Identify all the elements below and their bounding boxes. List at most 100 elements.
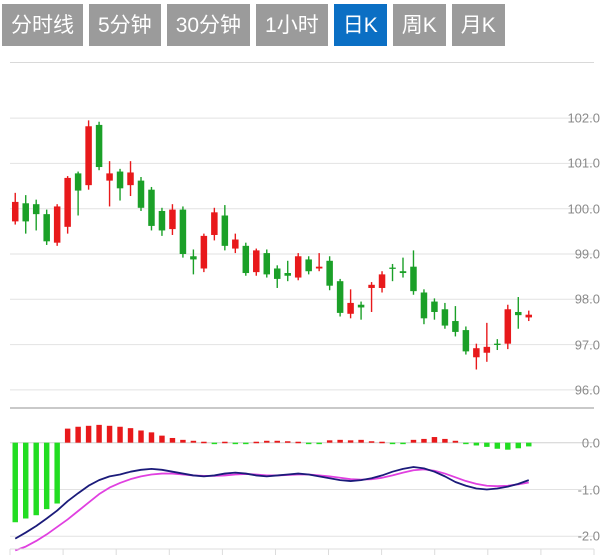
candle-2[interactable] xyxy=(32,199,40,231)
candle-5[interactable] xyxy=(64,176,71,234)
candle-13[interactable] xyxy=(148,186,155,231)
candle-26[interactable] xyxy=(284,260,291,282)
candle-body xyxy=(389,267,396,269)
candle-1[interactable] xyxy=(22,195,29,234)
candle-body xyxy=(494,343,501,345)
candle-35[interactable] xyxy=(378,271,386,293)
candle-body xyxy=(378,274,386,288)
candle-45[interactable] xyxy=(483,322,491,362)
candle-7[interactable] xyxy=(85,120,92,190)
chart-canvas[interactable] xyxy=(0,55,604,559)
candle-4[interactable] xyxy=(53,204,61,246)
candle-23[interactable] xyxy=(253,248,260,276)
macd-hist-bar-25 xyxy=(274,440,280,443)
candle-43[interactable] xyxy=(462,326,470,355)
candle-body xyxy=(347,302,354,314)
macd-hist-bar-48 xyxy=(515,442,522,449)
macd-hist-bar-27 xyxy=(295,441,301,444)
candle-33[interactable] xyxy=(357,301,365,320)
candle-body xyxy=(64,177,71,227)
candle-0[interactable] xyxy=(11,192,19,225)
candle-body xyxy=(462,330,470,352)
macd-hist-bar-24 xyxy=(264,440,270,443)
macd-hist-bar-6 xyxy=(75,426,81,443)
macd-hist-bar-28 xyxy=(305,442,312,445)
macd-hist-bar-31 xyxy=(337,439,343,443)
candle-8[interactable] xyxy=(95,121,103,171)
candle-22[interactable] xyxy=(242,242,250,276)
candle-11[interactable] xyxy=(127,161,134,197)
candle-30[interactable] xyxy=(326,256,333,291)
candle-46[interactable] xyxy=(494,339,501,351)
candle-19[interactable] xyxy=(211,207,218,241)
macd-hist-bar-15 xyxy=(169,437,176,443)
tab-period-2[interactable]: 30分钟 xyxy=(166,4,251,46)
tab-period-4[interactable]: 日K xyxy=(333,4,387,46)
candle-18[interactable] xyxy=(200,233,208,273)
candle-48[interactable] xyxy=(515,297,522,329)
candle-21[interactable] xyxy=(232,233,239,254)
macd-hist-bar-47 xyxy=(505,442,511,450)
candle-body xyxy=(43,214,50,242)
candle-42[interactable] xyxy=(452,306,459,337)
candle-34[interactable] xyxy=(368,282,375,312)
candle-15[interactable] xyxy=(169,204,176,235)
candle-body xyxy=(263,253,271,275)
candle-body xyxy=(116,171,124,189)
candle-47[interactable] xyxy=(504,304,512,350)
candle-38[interactable] xyxy=(410,250,417,295)
macd-hist-bar-5 xyxy=(64,428,71,443)
candle-body xyxy=(95,124,103,168)
candle-36[interactable] xyxy=(389,263,396,282)
candle-9[interactable] xyxy=(106,161,113,207)
candle-body xyxy=(232,239,239,249)
candle-body xyxy=(284,273,291,276)
candle-3[interactable] xyxy=(43,209,50,245)
macd-hist-bar-22 xyxy=(243,442,249,445)
candle-body xyxy=(53,206,61,243)
macd-hist-bar-40 xyxy=(431,437,438,443)
macd-hist-bar-11 xyxy=(127,428,134,443)
macd-hist-bar-42 xyxy=(452,440,459,443)
tab-period-6[interactable]: 月K xyxy=(451,4,505,46)
tab-period-5[interactable]: 周K xyxy=(392,4,446,46)
macd-hist-bar-46 xyxy=(494,442,501,449)
candle-body xyxy=(221,215,229,246)
candle-body xyxy=(106,173,113,181)
macd-hist-bar-32 xyxy=(347,440,354,443)
tab-period-0[interactable]: 分时线 xyxy=(2,4,83,46)
candle-27[interactable] xyxy=(294,253,302,281)
candle-31[interactable] xyxy=(336,278,344,317)
candle-41[interactable] xyxy=(441,302,449,329)
macd-hist-bar-1 xyxy=(23,442,29,519)
macd-hist-bar-12 xyxy=(138,430,144,443)
macd-hist-bar-35 xyxy=(379,441,385,444)
candle-20[interactable] xyxy=(221,205,229,251)
price-axis-tick-3: 99.0 xyxy=(574,246,600,262)
candle-17[interactable] xyxy=(190,249,197,275)
tab-period-3[interactable]: 1小时 xyxy=(256,4,328,46)
candle-49[interactable] xyxy=(525,310,533,322)
candle-39[interactable] xyxy=(420,289,428,325)
candle-44[interactable] xyxy=(473,343,480,370)
candle-25[interactable] xyxy=(273,265,281,288)
macd-hist-bar-14 xyxy=(159,435,165,443)
candle-37[interactable] xyxy=(399,257,407,278)
candle-24[interactable] xyxy=(263,249,271,278)
candle-body xyxy=(525,314,533,318)
candle-14[interactable] xyxy=(158,207,166,236)
candle-6[interactable] xyxy=(74,171,82,216)
candle-16[interactable] xyxy=(179,206,187,258)
candle-32[interactable] xyxy=(347,289,354,319)
macd-hist-bar-0 xyxy=(12,442,18,523)
candle-40[interactable] xyxy=(431,298,438,320)
tab-period-1[interactable]: 5分钟 xyxy=(89,4,161,46)
candle-29[interactable] xyxy=(315,253,323,272)
candle-12[interactable] xyxy=(137,177,145,211)
candle-body xyxy=(473,348,480,358)
candle-10[interactable] xyxy=(116,168,124,201)
candle-body xyxy=(169,209,176,230)
candle-28[interactable] xyxy=(305,256,312,275)
period-tab-bar: 分时线 5分钟 30分钟 1小时 日K 周K 月K xyxy=(0,0,604,55)
macd-hist-bar-26 xyxy=(285,441,291,443)
